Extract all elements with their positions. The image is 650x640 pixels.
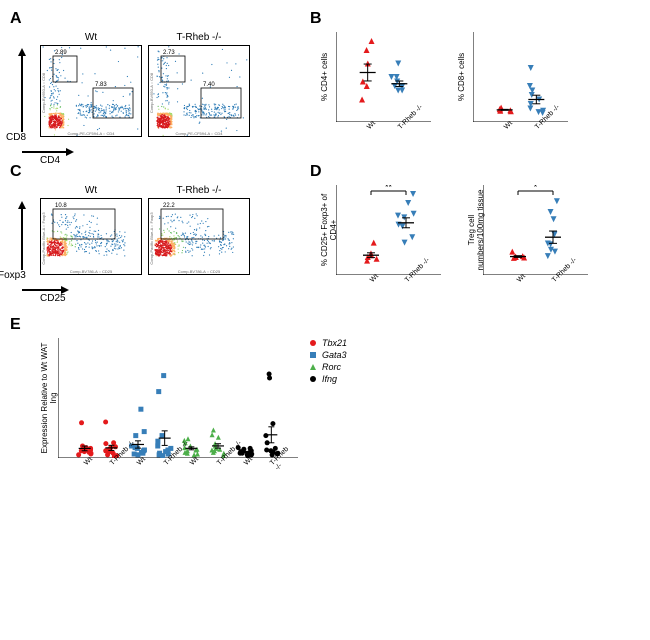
panel-b-label: B [310,10,640,28]
legend-item: Rorc [308,362,347,372]
panel-c-axes [10,185,270,305]
legend-item: Ifng [308,374,347,384]
panel-b: B 05101520% CD4+ cellsWtT-Rheb -/-051015… [310,10,640,155]
panel-a-xaxis: CD4 [40,155,60,166]
panel-c-xaxis: CD25 [40,293,66,304]
row-c-d: C Wt10.8Comp-BV786-A :: CD25Comp-Pacific… [10,163,640,308]
row-a-b: A Wt2.897.83Comp-PE-CF594-A :: CD4Comp-B… [10,10,640,155]
panel-c: C Wt10.8Comp-BV786-A :: CD25Comp-Pacific… [10,163,290,308]
panel-d-label: D [310,163,640,181]
panel-c-yaxis: Foxp3 [0,270,26,281]
panel-a-label: A [10,10,290,28]
panel-a: A Wt2.897.83Comp-PE-CF594-A :: CD4Comp-B… [10,10,290,155]
legend-item: Tbx21 [308,338,347,348]
panel-e: E 051015Expression Relative to Wt WAT In… [10,316,347,503]
panel-e-label: E [10,316,347,334]
panel-a-axes [10,32,270,167]
row-e: E 051015Expression Relative to Wt WAT In… [10,316,640,503]
svg-text:**: ** [385,185,393,192]
panel-d: D 01020304050**% CD25+ Foxp3+ of CD4+WtT… [310,163,640,308]
svg-text:*: * [534,185,538,192]
panel-e-legend: Tbx21 Gata3 Rorc Ifng [308,338,347,386]
legend-item: Gata3 [308,350,347,360]
panel-a-yaxis: CD8 [6,132,26,143]
